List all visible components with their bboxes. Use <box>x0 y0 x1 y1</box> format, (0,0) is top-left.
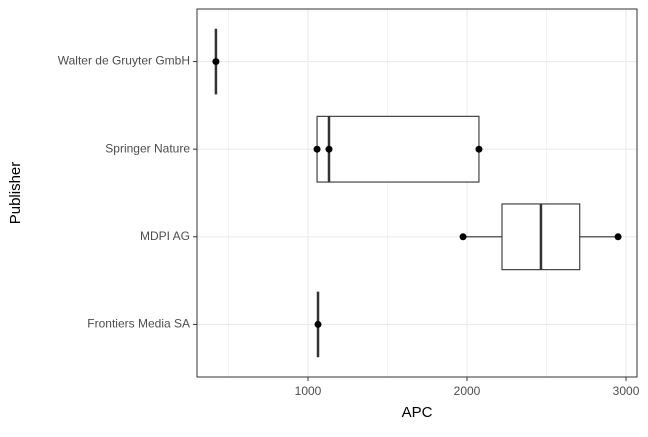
x-axis-title: APC <box>402 404 433 421</box>
point <box>313 145 321 153</box>
y-tick-label: Frontiers Media SA <box>87 317 190 331</box>
point <box>614 233 622 241</box>
point <box>314 320 322 328</box>
marks <box>212 28 622 358</box>
point <box>325 145 333 153</box>
x-tick-label: 3000 <box>613 384 640 398</box>
y-axis-title: Publisher <box>7 162 24 225</box>
x-tick-label: 1000 <box>295 384 322 398</box>
panel <box>197 9 637 377</box>
x-tick-label: 2000 <box>454 384 481 398</box>
box <box>316 115 480 183</box>
y-tick-label: Walter de Gruyter GmbH <box>58 54 190 68</box>
point <box>212 58 220 66</box>
point <box>459 233 467 241</box>
y-tick-label: MDPI AG <box>140 229 190 243</box>
panel-border <box>196 8 638 378</box>
point <box>475 145 483 153</box>
y-tick-label: Springer Nature <box>105 141 190 155</box>
